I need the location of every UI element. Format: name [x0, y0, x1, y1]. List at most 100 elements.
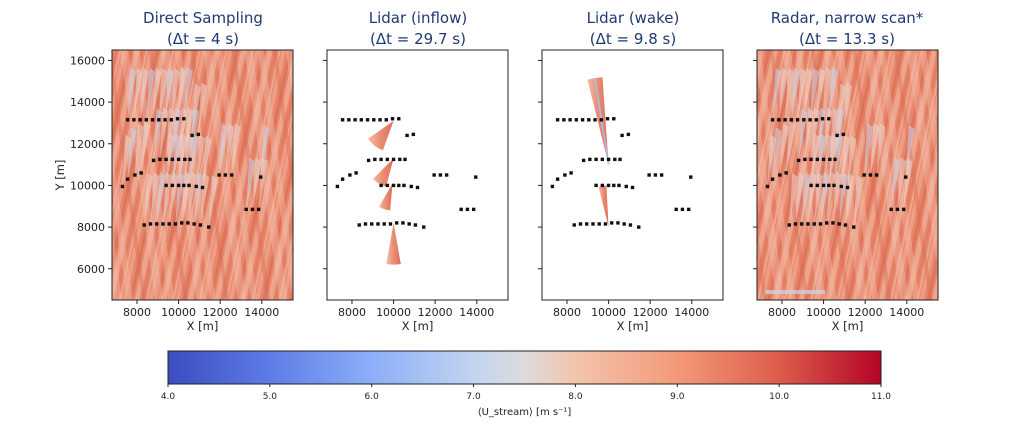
turbine-marker: [363, 222, 368, 226]
turbine-marker: [397, 117, 401, 121]
turbine-marker: [612, 183, 616, 188]
radar-artifact: [765, 290, 825, 294]
wake-streak: [903, 157, 913, 210]
turbine-marker: [163, 118, 167, 122]
turbine-marker: [132, 118, 136, 122]
turbine-marker: [777, 118, 781, 122]
turbine-marker: [170, 183, 175, 188]
turbine-marker: [186, 221, 190, 225]
wake-streak: [843, 82, 853, 135]
x-tick-label: 8000: [768, 306, 796, 319]
turbine-marker: [155, 222, 159, 226]
wake-streak: [801, 171, 811, 224]
x-tick-label: 10000: [591, 306, 626, 319]
turbine-marker: [630, 185, 635, 190]
turbine-marker: [365, 118, 370, 122]
turbine-marker: [196, 132, 201, 137]
turbine-marker: [175, 117, 180, 121]
turbine-marker: [591, 222, 595, 226]
turbine-marker: [555, 177, 560, 181]
turbine-marker: [624, 184, 628, 189]
x-tick-label: 10000: [806, 306, 841, 319]
y-tick-label: 16000: [70, 54, 105, 67]
turbine-marker: [151, 158, 156, 163]
wake-streak: [817, 133, 827, 186]
turbine-marker: [818, 222, 823, 226]
colorbar-gradient: [167, 350, 882, 385]
wake-streak: [789, 173, 799, 225]
wake-streak: [141, 120, 151, 173]
turbine-marker: [340, 177, 345, 181]
turbine-marker: [609, 221, 614, 225]
turbine-marker: [578, 222, 583, 226]
turbine-marker: [388, 222, 393, 226]
x-tick-label: 12000: [633, 306, 668, 319]
turbine-marker: [770, 118, 775, 122]
turbine-marker: [795, 118, 800, 122]
turbine-marker: [814, 118, 818, 122]
colorbar-label: ⟨U_stream⟩ [m s⁻¹]: [478, 407, 572, 418]
turbine-marker: [686, 207, 691, 212]
turbine-marker: [415, 185, 420, 190]
turbine-marker: [190, 133, 194, 138]
wake-streak: [183, 66, 193, 119]
turbine-marker: [379, 183, 383, 188]
turbine-marker: [581, 158, 586, 163]
wake-streak: [778, 67, 788, 120]
x-tick-label: 10000: [376, 306, 411, 319]
turbine-marker: [133, 173, 137, 177]
turbine-marker: [376, 222, 380, 226]
turbine-marker: [357, 223, 361, 227]
wake-streak: [785, 67, 795, 120]
turbine-marker: [335, 184, 340, 189]
wake-streak: [127, 67, 137, 120]
turbine-marker: [815, 183, 820, 188]
turbine-marker: [411, 132, 416, 137]
wake-streak: [823, 133, 833, 186]
turbine-marker: [793, 222, 798, 226]
turbine-marker: [574, 118, 579, 122]
turbine-marker: [422, 225, 426, 229]
y-tick-label: 6000: [77, 263, 105, 276]
turbine-marker: [605, 117, 610, 121]
wake-streak: [810, 67, 820, 120]
panel-title-3: Lidar (wake) (Δt = 9.8 s): [586, 9, 680, 48]
turbines-panel-2: [335, 117, 478, 229]
turbine-marker: [837, 222, 841, 226]
colorbar-tick-label: 10.0: [769, 392, 789, 402]
turbine-marker: [620, 133, 624, 138]
flow-field-4: [757, 50, 938, 300]
turbine-marker: [474, 175, 478, 179]
turbine-marker: [616, 221, 620, 225]
turbine-marker: [824, 221, 829, 225]
turbine-marker: [223, 173, 228, 177]
turbine-marker: [207, 225, 211, 229]
x-tick-label: 8000: [338, 306, 366, 319]
turbine-marker: [340, 118, 345, 122]
turbine-marker: [802, 118, 806, 122]
wake-streak: [786, 120, 796, 173]
wake-streak: [156, 171, 166, 224]
turbine-marker: [653, 173, 658, 177]
wake-streak: [779, 123, 789, 175]
turbines-panel-1: [120, 117, 263, 229]
panel-title-2: Lidar (inflow) (Δt = 29.7 s): [368, 9, 468, 48]
turbine-marker: [125, 118, 130, 122]
turbine-marker: [808, 118, 812, 122]
turbine-marker: [895, 207, 900, 212]
turbine-marker: [167, 222, 171, 226]
turbine-marker: [569, 171, 573, 175]
wake-streak: [797, 67, 807, 120]
x-tick-label: 14000: [674, 306, 709, 319]
turbine-marker: [397, 183, 401, 188]
wake-streak: [177, 66, 187, 119]
turbine-marker: [176, 157, 181, 162]
wake-streak: [772, 67, 782, 120]
x-tick-label: 10000: [161, 306, 196, 319]
turbine-marker: [391, 183, 396, 188]
turbine-marker: [572, 223, 576, 227]
turbine-marker: [150, 118, 155, 122]
wake-streak: [152, 67, 162, 120]
wake-streak: [864, 123, 874, 175]
wake-streak: [166, 133, 176, 186]
